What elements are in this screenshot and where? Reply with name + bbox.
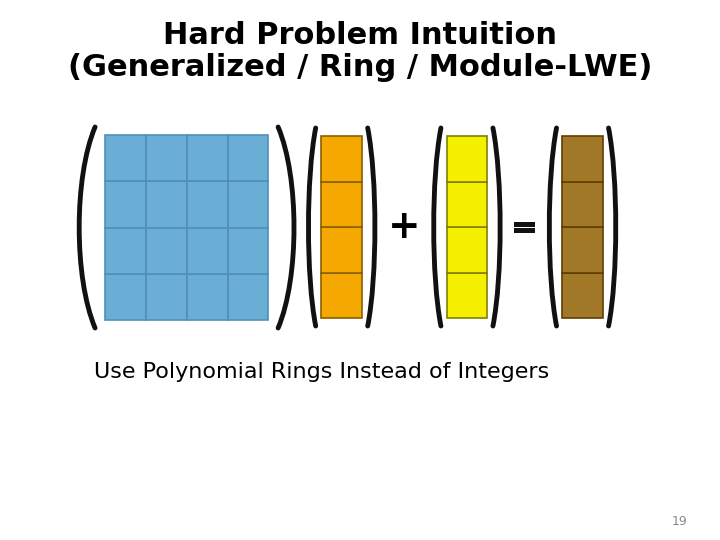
- Text: Use Polynomial Rings Instead of Integers: Use Polynomial Rings Instead of Integers: [94, 362, 549, 382]
- Bar: [145, 181, 186, 227]
- Bar: [446, 273, 487, 318]
- Bar: [321, 181, 362, 227]
- Bar: [145, 135, 186, 181]
- Text: +: +: [388, 208, 420, 246]
- Bar: [145, 227, 186, 274]
- Bar: [228, 181, 269, 227]
- Text: Hard Problem Intuition: Hard Problem Intuition: [163, 21, 557, 50]
- Bar: [446, 227, 487, 273]
- Bar: [228, 135, 269, 181]
- Bar: [321, 227, 362, 273]
- Bar: [514, 228, 536, 233]
- Bar: [321, 273, 362, 318]
- Bar: [562, 227, 603, 273]
- Bar: [104, 181, 145, 227]
- Bar: [104, 227, 145, 274]
- Bar: [104, 274, 145, 320]
- Bar: [228, 274, 269, 320]
- Bar: [562, 273, 603, 318]
- Bar: [446, 181, 487, 227]
- Text: (Generalized / Ring / Module-LWE): (Generalized / Ring / Module-LWE): [68, 53, 652, 83]
- Bar: [228, 227, 269, 274]
- Bar: [321, 136, 362, 181]
- Text: 19: 19: [672, 515, 688, 528]
- Bar: [186, 227, 228, 274]
- Bar: [562, 181, 603, 227]
- Bar: [446, 136, 487, 181]
- Bar: [186, 274, 228, 320]
- Bar: [186, 181, 228, 227]
- Bar: [562, 136, 603, 181]
- Bar: [514, 222, 536, 227]
- Bar: [104, 135, 145, 181]
- Bar: [186, 135, 228, 181]
- Bar: [145, 274, 186, 320]
